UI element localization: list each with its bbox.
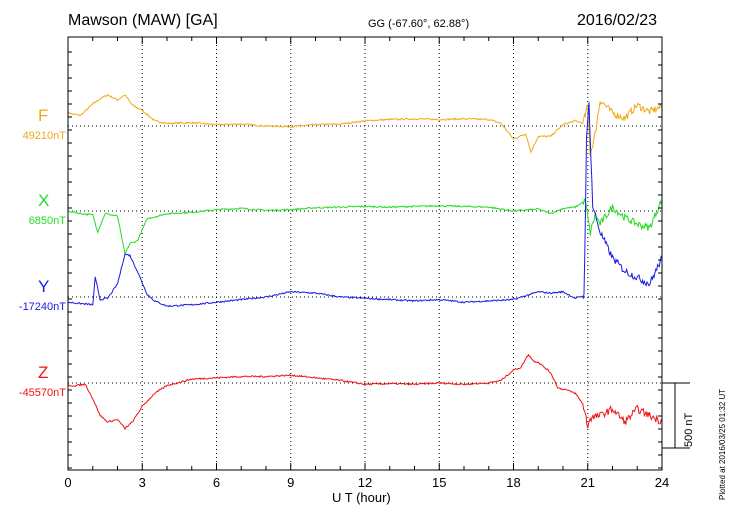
x-tick-label: 0 [64,475,72,490]
x-tick-label: 6 [212,475,221,490]
x-tick-label: 3 [138,475,146,490]
x-tick-label: 21 [580,475,595,490]
x-tick-label: 12 [357,475,373,490]
component-letter-x: X [38,191,50,210]
series-line-f [67,94,663,157]
date-title: 2016/02/23 [577,12,658,29]
series-traces [67,94,663,431]
station-title: Mawson (MAW) [GA] [68,12,218,29]
x-tick-label: 18 [506,475,521,490]
series-line-y [67,102,663,308]
baseline-value-x: 6850nT [28,215,66,227]
plotted-timestamp: Plotted at 2016/03/25 01:32 UT [718,388,727,500]
x-axis-label: U T (hour) [332,490,391,505]
axes [67,36,690,471]
series-line-z [67,353,663,431]
station-coords: GG (-67.60°, 62.88°) [368,18,470,30]
baseline-value-y: -17240nT [18,301,66,313]
component-letter-y: Y [38,277,50,296]
x-tick-label: 24 [654,475,670,490]
x-tick-label: 9 [287,475,295,490]
component-letter-z: Z [38,363,49,382]
component-letter-f: F [38,106,49,125]
grid-lines [68,37,662,470]
baseline-value-z: -45570nT [18,387,66,399]
x-tick-label: 15 [432,475,447,490]
baseline-value-f: 49210nT [22,130,66,142]
scale-bar-label: 500 nT [683,412,695,447]
series-line-x [68,198,663,256]
